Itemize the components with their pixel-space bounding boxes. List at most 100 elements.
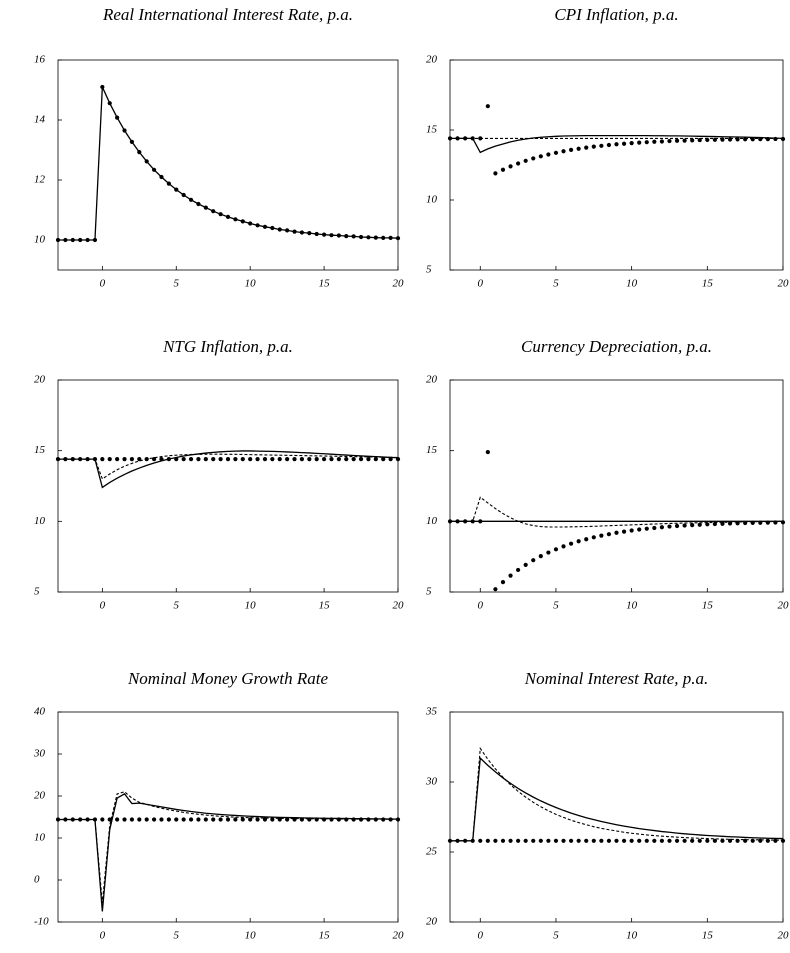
data-dot <box>591 838 596 843</box>
data-dot <box>115 817 120 822</box>
data-dot <box>307 457 312 462</box>
x-tick-label: 5 <box>174 278 180 290</box>
data-dot <box>561 149 566 154</box>
data-dot <box>373 457 378 462</box>
data-dot <box>697 522 702 527</box>
x-tick-label: 10 <box>626 600 638 612</box>
data-dot <box>137 150 142 155</box>
y-tick-label: 5 <box>34 586 40 598</box>
data-dot <box>388 235 393 240</box>
data-dot <box>122 128 127 133</box>
data-dot <box>144 457 149 462</box>
x-tick-label: 10 <box>626 930 638 942</box>
data-dot <box>366 817 371 822</box>
x-tick-label: 20 <box>393 600 405 612</box>
data-dot <box>500 167 506 172</box>
data-dot <box>644 838 649 843</box>
data-dot <box>292 817 297 822</box>
x-tick-label: 5 <box>553 278 559 290</box>
data-dot <box>373 817 378 822</box>
chart-title: Currency Depreciation, p.a. <box>521 337 712 356</box>
data-dot <box>667 838 672 843</box>
data-dot <box>137 817 142 822</box>
plot-frame <box>57 59 399 271</box>
data-dot <box>576 539 581 544</box>
data-dot <box>485 449 490 455</box>
data-dot <box>373 235 378 240</box>
data-dot <box>629 838 634 843</box>
data-dot <box>144 159 149 164</box>
data-dot <box>735 838 740 843</box>
data-dot <box>463 519 468 524</box>
data-dot <box>63 457 68 462</box>
chart-title: NTG Inflation, p.a. <box>162 337 293 356</box>
x-tick-label: 20 <box>778 600 790 612</box>
data-dot <box>690 523 695 528</box>
data-dot <box>682 138 687 143</box>
data-dot <box>129 817 135 822</box>
data-dot <box>92 457 98 462</box>
data-dot <box>85 817 90 822</box>
data-dot <box>478 136 483 141</box>
data-dot <box>240 457 245 462</box>
data-dot <box>307 817 312 822</box>
data-dot <box>697 838 702 843</box>
y-tick-label: 5 <box>426 586 432 598</box>
data-dot <box>92 817 98 822</box>
data-dot <box>538 554 543 559</box>
data-dot <box>240 817 245 822</box>
data-dot <box>727 838 733 843</box>
data-dot <box>395 457 401 462</box>
data-dot <box>78 237 83 243</box>
data-dot <box>358 817 364 822</box>
data-dot <box>621 529 627 534</box>
data-dot <box>70 817 75 822</box>
data-dot <box>485 838 490 843</box>
data-dot <box>765 838 770 843</box>
data-dot <box>144 817 149 822</box>
data-dot <box>181 457 186 462</box>
data-dot <box>292 457 297 462</box>
data-dot <box>166 817 171 822</box>
data-dot <box>470 519 475 524</box>
data-dot <box>508 164 513 169</box>
y-tick-label: 5 <box>426 264 432 276</box>
data-dot <box>750 838 755 843</box>
data-dot <box>233 457 238 462</box>
data-dot <box>63 237 68 243</box>
data-dot <box>712 521 717 527</box>
data-dot <box>292 229 297 234</box>
x-tick-label: 5 <box>174 600 180 612</box>
data-dot <box>188 197 194 202</box>
data-dot <box>196 817 201 822</box>
data-dot <box>277 817 282 822</box>
data-dot <box>100 817 105 822</box>
data-dot <box>780 838 786 843</box>
data-dot <box>659 139 665 144</box>
data-dot <box>553 838 559 843</box>
data-dot <box>485 104 490 109</box>
data-dot <box>381 457 386 462</box>
y-tick-label: 14 <box>34 114 46 126</box>
x-tick-label: 15 <box>319 600 331 612</box>
data-dot <box>765 137 770 142</box>
data-dot <box>344 234 349 239</box>
data-dot <box>388 457 393 462</box>
data-dot <box>196 201 201 207</box>
data-dot <box>225 214 231 219</box>
data-dot <box>218 212 223 217</box>
data-dot <box>576 838 581 843</box>
data-dot <box>621 838 627 843</box>
data-dot <box>233 817 238 822</box>
data-dot <box>493 838 498 843</box>
data-dot <box>531 838 536 843</box>
data-dot <box>395 817 401 822</box>
plot-frame <box>449 379 784 593</box>
data-dot <box>285 228 290 233</box>
data-dot <box>470 838 475 843</box>
data-dot <box>652 139 657 144</box>
data-dot <box>546 550 551 555</box>
chart-title: CPI Inflation, p.a. <box>554 5 678 24</box>
data-dot <box>561 838 566 843</box>
data-dot <box>674 138 680 143</box>
